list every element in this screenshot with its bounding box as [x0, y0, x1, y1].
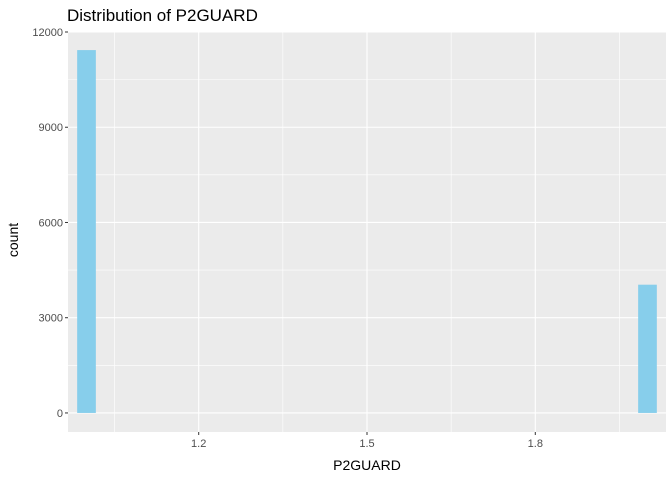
- y-axis-title: count: [5, 223, 21, 257]
- y-tick-label: 6000: [39, 217, 63, 229]
- y-tick-label: 0: [57, 408, 63, 420]
- x-tick-label: 1.5: [359, 438, 374, 450]
- x-tick-label: 1.2: [191, 438, 206, 450]
- x-axis: 1.2 1.5 1.8: [191, 432, 543, 450]
- histogram-bar: [77, 50, 96, 413]
- y-axis: 0 3000 6000 9000 12000: [32, 27, 68, 420]
- chart-title: Distribution of P2GUARD: [67, 6, 258, 25]
- y-tick-label: 12000: [32, 27, 63, 39]
- x-tick-label: 1.8: [528, 438, 543, 450]
- grid-major: [68, 31, 666, 432]
- histogram-bar: [638, 284, 657, 413]
- y-tick-label: 9000: [39, 122, 63, 134]
- y-tick-label: 3000: [39, 313, 63, 325]
- bars: [77, 50, 657, 413]
- x-axis-title: P2GUARD: [333, 457, 401, 473]
